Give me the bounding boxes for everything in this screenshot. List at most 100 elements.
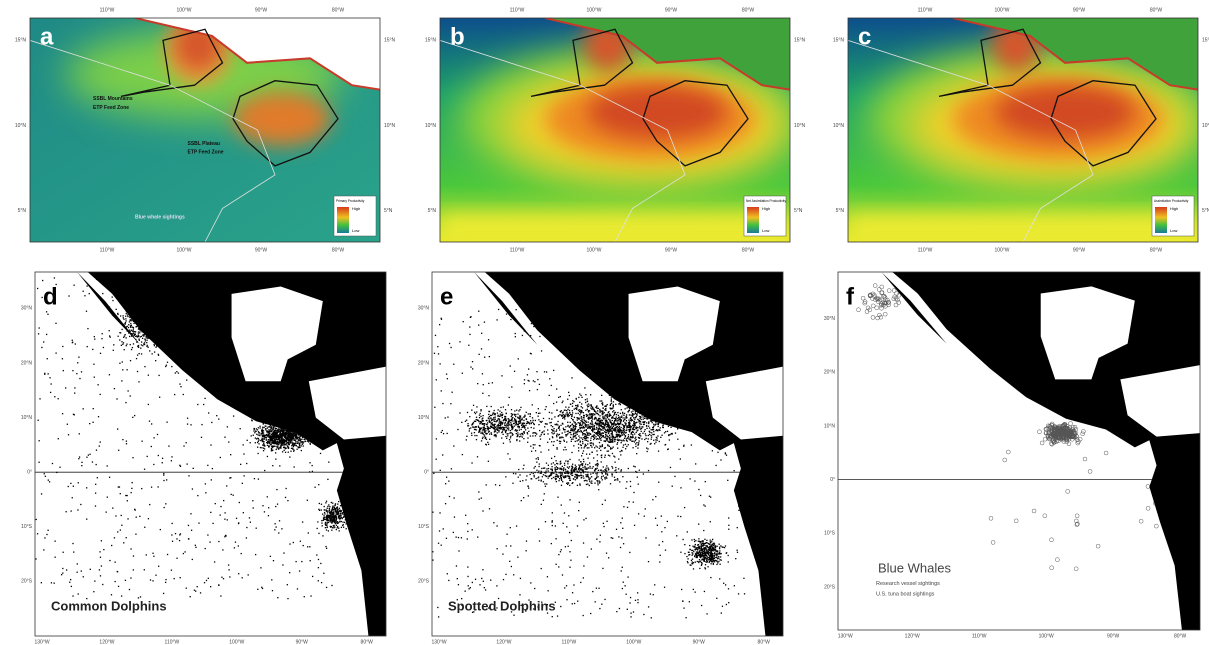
sighting: [556, 447, 557, 448]
sighting: [482, 433, 483, 434]
sighting: [505, 436, 506, 437]
sighting: [571, 418, 572, 419]
sighting: [634, 438, 635, 439]
sighting: [216, 415, 217, 416]
sighting: [153, 464, 154, 465]
sighting: [656, 437, 657, 438]
sighting: [604, 409, 605, 410]
sighting: [334, 508, 335, 509]
sighting: [715, 546, 716, 547]
sighting: [605, 478, 606, 479]
sighting: [499, 411, 500, 412]
sighting: [602, 414, 603, 415]
sighting: [123, 319, 124, 320]
sighting: [563, 467, 564, 468]
sighting: [535, 420, 536, 421]
sighting: [494, 431, 495, 432]
sighting: [209, 541, 210, 542]
sighting: [571, 452, 572, 453]
sighting: [288, 448, 289, 449]
sighting: [538, 459, 539, 460]
sighting: [146, 554, 147, 555]
sighting: [149, 504, 150, 505]
sighting: [224, 536, 225, 537]
sighting: [342, 525, 343, 526]
sighting: [587, 421, 588, 422]
sighting: [520, 436, 521, 437]
sighting: [300, 440, 301, 441]
figure: aPrimary ProductivityHighLow110°W110°W10…: [0, 0, 1209, 645]
sighting: [559, 429, 560, 430]
sighting: [285, 441, 286, 442]
sighting: [93, 364, 94, 365]
sighting: [701, 543, 702, 544]
sighting: [502, 423, 503, 424]
sighting: [587, 474, 588, 475]
sighting: [290, 442, 291, 443]
sighting: [300, 541, 301, 542]
sighting: [602, 411, 603, 412]
sighting: [651, 421, 652, 422]
sighting: [121, 329, 122, 330]
sighting: [545, 475, 546, 476]
sighting: [551, 478, 552, 479]
sighting: [519, 409, 520, 410]
sighting: [327, 515, 328, 516]
sighting: [132, 417, 133, 418]
sighting: [601, 424, 602, 425]
sighting: [554, 424, 555, 425]
sighting: [147, 456, 148, 457]
sighting: [608, 432, 609, 433]
sighting: [103, 347, 104, 348]
sighting: [694, 546, 695, 547]
sighting: [567, 460, 568, 461]
sighting: [695, 561, 696, 562]
sighting: [514, 414, 515, 415]
sighting: [687, 561, 688, 562]
sighting: [168, 445, 169, 446]
sighting: [658, 450, 659, 451]
sighting: [605, 434, 606, 435]
sighting: [642, 433, 643, 434]
sighting: [534, 472, 535, 473]
sighting: [125, 318, 126, 319]
sighting: [500, 414, 501, 415]
sighting: [123, 342, 124, 343]
sighting: [521, 425, 522, 426]
sighting: [44, 537, 45, 538]
sighting: [556, 429, 557, 430]
sighting: [496, 421, 497, 422]
sighting: [80, 504, 81, 505]
sighting: [581, 418, 582, 419]
annotation: ETP Feed Zone: [188, 150, 224, 156]
sighting: [599, 415, 600, 416]
sighting: [78, 357, 79, 358]
sighting: [669, 434, 670, 435]
sighting: [543, 468, 544, 469]
legend-ramp: [337, 207, 349, 233]
sighting: [572, 438, 573, 439]
sighting: [620, 423, 621, 424]
sighting: [510, 437, 511, 438]
sighting: [636, 428, 637, 429]
sighting: [625, 436, 626, 437]
sighting: [606, 476, 607, 477]
sighting: [677, 428, 678, 429]
sighting: [551, 463, 552, 464]
sighting: [616, 472, 617, 473]
sighting: [59, 467, 60, 468]
sighting: [267, 441, 268, 442]
lon-label: 120°W: [99, 639, 114, 645]
sighting: [578, 435, 579, 436]
sighting: [537, 457, 538, 458]
sighting: [498, 430, 499, 431]
sighting: [577, 429, 578, 430]
sighting: [225, 535, 226, 536]
lon-label: 80°W: [361, 639, 374, 645]
sighting: [701, 545, 702, 546]
sighting: [135, 331, 136, 332]
sighting: [585, 399, 586, 400]
sighting: [263, 438, 264, 439]
map-body: [432, 272, 783, 636]
sighting: [107, 497, 108, 498]
